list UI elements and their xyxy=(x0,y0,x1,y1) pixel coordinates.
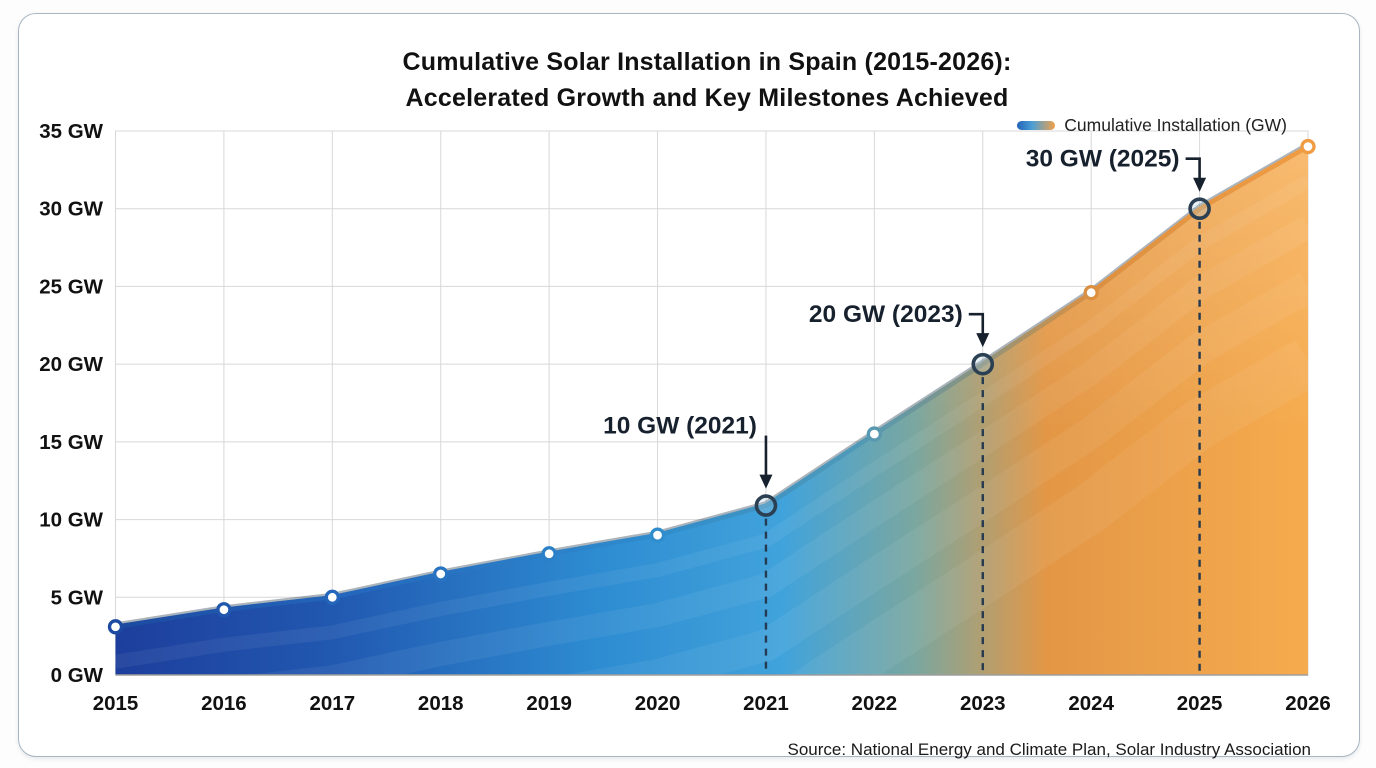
data-point xyxy=(866,426,883,442)
data-point xyxy=(107,619,124,635)
legend-label: Cumulative Installation (GW) xyxy=(1064,115,1287,135)
y-tick-label: 30 GW xyxy=(39,198,103,221)
x-tick-label: 2018 xyxy=(418,692,464,715)
x-tick-label: 2015 xyxy=(93,692,139,715)
y-tick-label: 0 GW xyxy=(51,664,104,687)
chart-title-line1: Cumulative Solar Installation in Spain (… xyxy=(402,48,1012,76)
annotation-arrowhead xyxy=(1193,177,1207,192)
milestone-label: 20 GW (2023) xyxy=(809,301,963,328)
y-tick-label: 5 GW xyxy=(51,586,104,609)
y-tick-label: 15 GW xyxy=(39,431,103,454)
x-tick-label: 2019 xyxy=(526,692,572,715)
texture-streak xyxy=(115,175,1308,669)
x-tick-label: 2017 xyxy=(310,692,356,715)
y-axis-labels: 0 GW 5 GW 10 GW 15 GW 20 GW 25 GW 30 GW 35 GW xyxy=(39,120,103,687)
data-point xyxy=(649,527,666,543)
data-point xyxy=(541,546,557,562)
data-point xyxy=(433,566,449,582)
milestone-annotation: 30 GW (2025) xyxy=(1026,146,1207,192)
x-tick-label: 2023 xyxy=(960,692,1006,715)
chart-title: Cumulative Solar Installation in Spain (… xyxy=(37,44,1376,116)
y-tick-label: 10 GW xyxy=(39,509,103,532)
texture-streak xyxy=(115,216,1308,675)
milestone-point xyxy=(971,352,995,376)
milestone-label: 10 GW (2021) xyxy=(603,413,757,440)
x-tick-label: 2020 xyxy=(635,692,681,715)
annotation-arrowhead xyxy=(759,474,773,489)
data-points xyxy=(107,138,1316,635)
y-tick-label: 25 GW xyxy=(39,275,103,298)
data-point xyxy=(324,589,340,605)
legend-gradient-swatch xyxy=(1017,121,1056,130)
chart-title-line2: Accelerated Growth and Key Milestones Ac… xyxy=(405,84,1009,112)
annotation-arrow-line xyxy=(1185,157,1201,181)
milestone-point xyxy=(754,494,778,517)
source-note: Source: National Energy and Climate Plan… xyxy=(787,740,1312,759)
x-tick-label: 2026 xyxy=(1285,692,1331,715)
x-tick-label: 2024 xyxy=(1068,692,1114,715)
y-tick-label: 35 GW xyxy=(39,120,103,143)
data-point xyxy=(1300,138,1316,155)
milestone-point xyxy=(1188,197,1211,221)
texture-streak xyxy=(115,339,1308,675)
area-highlight xyxy=(115,146,1308,675)
milestone-label: 30 GW (2025) xyxy=(1026,146,1180,173)
data-point xyxy=(216,602,232,618)
annotation-arrowhead xyxy=(976,333,990,348)
legend: Cumulative Installation (GW) xyxy=(1017,115,1287,136)
data-point xyxy=(1083,284,1099,301)
x-tick-label: 2016 xyxy=(201,692,247,715)
texture-streak xyxy=(115,272,1308,675)
x-axis-labels: 2015 2016 2017 2018 2019 2020 2021 2022 2023 2024… xyxy=(93,692,1331,715)
milestone-annotation: 10 GW (2021) xyxy=(603,413,773,489)
x-tick-label: 2021 xyxy=(743,692,789,715)
series-line xyxy=(113,144,1311,630)
x-tick-label: 2022 xyxy=(852,692,898,715)
area-texture xyxy=(115,175,1308,675)
x-tick-label: 2025 xyxy=(1177,692,1223,715)
milestone-annotation: 20 GW (2023) xyxy=(809,301,990,348)
annotation-arrow-line xyxy=(968,312,985,337)
y-tick-label: 20 GW xyxy=(39,353,103,376)
annotations: 10 GW (2021) 20 GW (2023) 30 GW (2025) xyxy=(603,146,1207,489)
